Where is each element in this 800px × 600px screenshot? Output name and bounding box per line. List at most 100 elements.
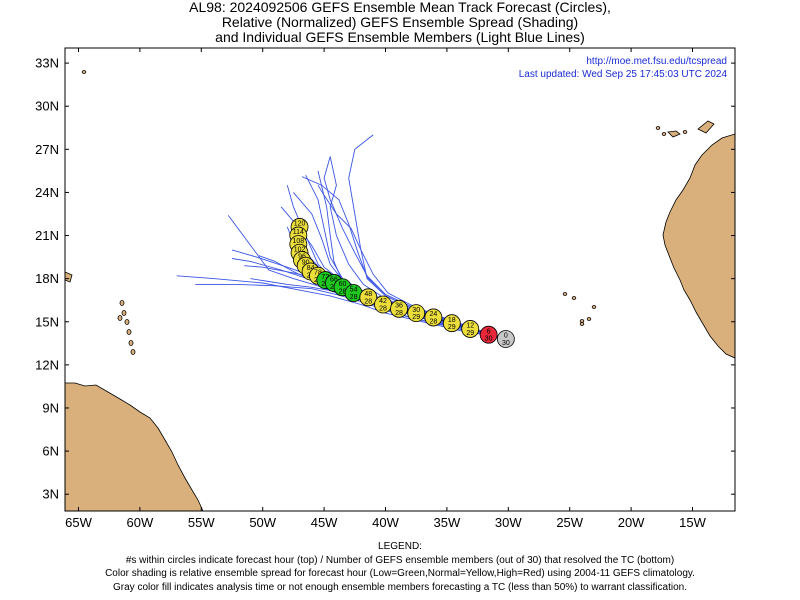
puerto-rico-land bbox=[65, 271, 73, 283]
track-circle bbox=[407, 304, 426, 323]
lon-label: 30W bbox=[495, 515, 522, 530]
south-america-land bbox=[65, 382, 204, 511]
land-layer bbox=[65, 70, 735, 511]
lat-label: 6N bbox=[42, 444, 59, 459]
track-circle bbox=[390, 299, 408, 318]
lat-label: 33N bbox=[35, 56, 59, 71]
member-count-label: 30 bbox=[485, 336, 493, 343]
lesser-antilles-island bbox=[130, 349, 136, 355]
member-count-label: 28 bbox=[429, 318, 437, 325]
title-line-2: Relative (Normalized) GEFS Ensemble Spre… bbox=[221, 14, 579, 30]
legend: LEGEND: #s within circles indicate forec… bbox=[0, 540, 800, 594]
lat-label: 21N bbox=[35, 228, 59, 243]
lesser-antilles-island bbox=[121, 310, 127, 316]
map-area: 1202811428108281022896289028842878287228… bbox=[65, 48, 735, 511]
lon-label: 40W bbox=[372, 515, 399, 530]
title-line-1: AL98: 2024092506 GEFS Ensemble Mean Trac… bbox=[189, 0, 611, 15]
member-count-label: 30 bbox=[502, 340, 510, 347]
small-island bbox=[81, 70, 87, 74]
member-count-label: 29 bbox=[448, 324, 456, 331]
title-line-3: and Individual GEFS Ensemble Members (Li… bbox=[215, 29, 585, 45]
lat-label: 30N bbox=[35, 99, 59, 114]
lat-label: 27N bbox=[35, 142, 59, 157]
ocean bbox=[65, 48, 735, 511]
lon-label: 25W bbox=[556, 515, 583, 530]
track-point-0: 030 bbox=[496, 330, 515, 348]
member-count-label: 28 bbox=[379, 306, 387, 313]
forecast-hour-label: 42 bbox=[379, 298, 387, 305]
canary-islands-land bbox=[667, 130, 681, 138]
forecast-hour-label: 96 bbox=[298, 254, 306, 261]
forecast-hour-label: 6 bbox=[487, 328, 491, 335]
track-circle bbox=[424, 308, 443, 327]
member-count-label: 28 bbox=[395, 310, 403, 317]
lat-label: 15N bbox=[35, 314, 59, 329]
forecast-hour-label: 90 bbox=[302, 259, 310, 266]
forecast-hour-label: 114 bbox=[293, 229, 304, 236]
forecast-hour-label: 36 bbox=[395, 303, 403, 310]
forecast-hour-label: 78 bbox=[314, 269, 322, 276]
small-island bbox=[571, 296, 577, 300]
forecast-hour-label: 108 bbox=[292, 238, 304, 245]
forecast-hour-label: 30 bbox=[412, 307, 420, 314]
lon-label: 60W bbox=[127, 515, 154, 530]
track-point-6: 630 bbox=[479, 325, 498, 344]
lon-label: 55W bbox=[188, 515, 215, 530]
member-count-label: 28 bbox=[350, 294, 358, 301]
small-island bbox=[591, 305, 597, 309]
small-island bbox=[661, 132, 667, 136]
lesser-antilles-island bbox=[124, 319, 130, 325]
lesser-antilles-island bbox=[119, 300, 125, 306]
member-count-label: 28 bbox=[339, 288, 347, 295]
member-count-label: 29 bbox=[466, 330, 474, 337]
small-island bbox=[579, 319, 585, 323]
lat-label: 12N bbox=[35, 357, 59, 372]
axis-ticks bbox=[65, 48, 735, 511]
small-island bbox=[562, 292, 568, 296]
forecast-hour-label: 120 bbox=[294, 221, 306, 228]
small-island bbox=[586, 317, 592, 321]
lat-label: 24N bbox=[35, 185, 59, 200]
forecast-hour-label: 102 bbox=[294, 246, 306, 253]
forecast-hour-label: 84 bbox=[307, 265, 315, 272]
track-circle bbox=[496, 330, 515, 348]
lon-label: 35W bbox=[434, 515, 461, 530]
legend-line-2: Color shading is relative ensemble sprea… bbox=[105, 568, 695, 579]
credit-updated: Last updated: Wed Sep 25 17:45:03 UTC 20… bbox=[519, 69, 728, 80]
axis-labels: 65W 60W 55W 50W 45W 40W 35W 30W 25W 20W 15W 33N 30N 2… bbox=[35, 56, 706, 530]
lon-label: 50W bbox=[249, 515, 276, 530]
lesser-antilles-island bbox=[126, 329, 132, 335]
map-frame bbox=[64, 47, 736, 512]
forecast-hour-label: 60 bbox=[339, 281, 347, 288]
lon-label: 45W bbox=[311, 515, 338, 530]
track-circle bbox=[479, 325, 498, 344]
member-count-label: 28 bbox=[364, 298, 372, 305]
forecast-hour-label: 66 bbox=[330, 277, 338, 284]
lon-label: 65W bbox=[65, 515, 92, 530]
track-circle bbox=[461, 320, 480, 338]
forecast-hour-label: 72 bbox=[321, 274, 329, 281]
mean-track-layer: 1202811428108281022896289028842878287228… bbox=[289, 218, 515, 348]
lon-label: 20W bbox=[618, 515, 645, 530]
track-circle bbox=[359, 288, 378, 307]
africa-land bbox=[662, 133, 735, 359]
member-count-label: 29 bbox=[412, 314, 420, 321]
small-island bbox=[682, 130, 688, 134]
lon-label: 15W bbox=[679, 515, 706, 530]
forecast-hour-label: 18 bbox=[448, 317, 456, 324]
lat-label: 9N bbox=[42, 400, 59, 415]
legend-heading: LEGEND: bbox=[378, 541, 422, 552]
canary-islands-east-land bbox=[697, 120, 715, 134]
forecast-hour-label: 24 bbox=[429, 311, 437, 318]
track-circle bbox=[442, 314, 461, 333]
credit-url[interactable]: http://moe.met.fsu.edu/tcspread bbox=[586, 56, 727, 67]
